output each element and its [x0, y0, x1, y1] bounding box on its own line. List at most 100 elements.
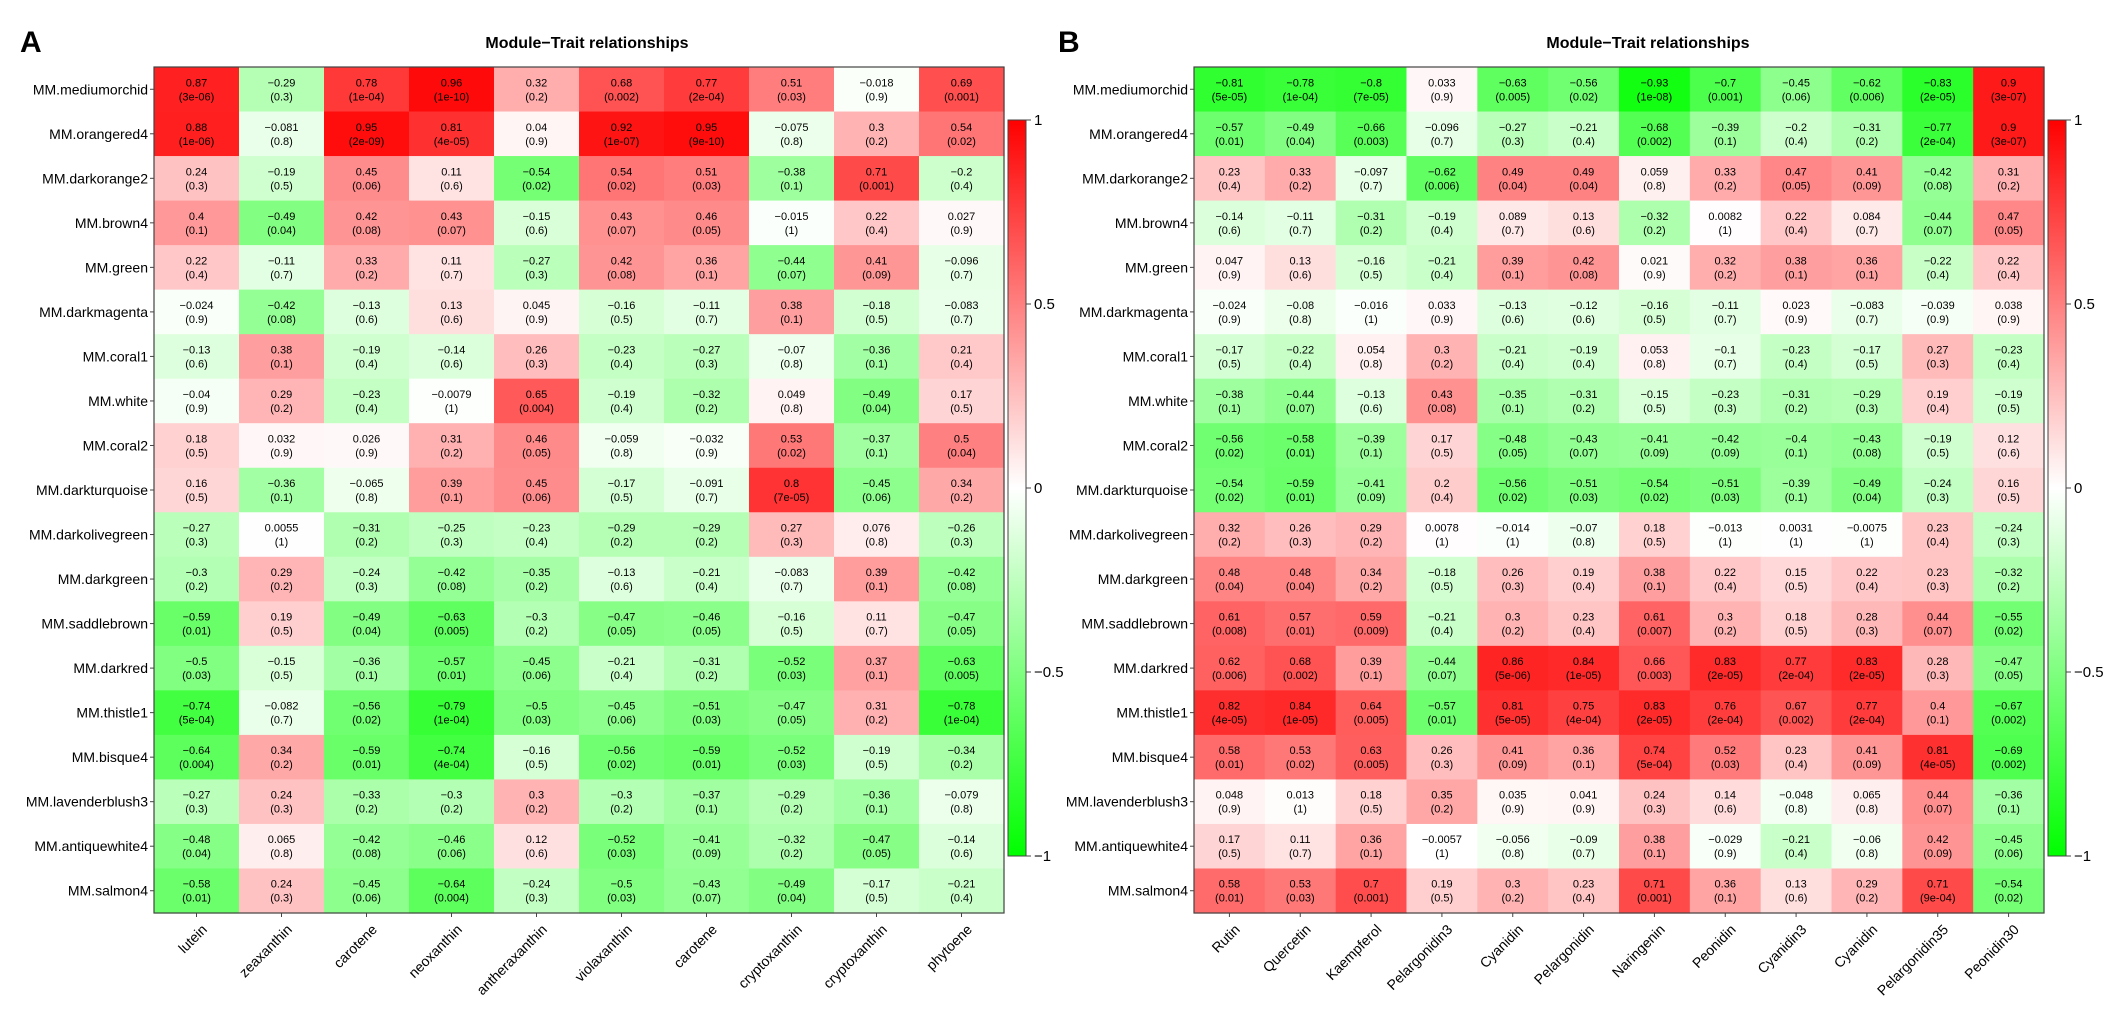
cell-pvalue-label: (0.002) — [1991, 759, 2026, 771]
row-label: MM.darkred — [73, 660, 148, 676]
heatmap-cell — [834, 423, 920, 469]
row-label: MM.darkorange2 — [42, 170, 148, 186]
cell-pvalue-label: (0.04) — [1286, 581, 1315, 593]
heatmap-cell — [1406, 512, 1478, 558]
heatmap-cell — [1264, 868, 1337, 914]
cell-value-label: 0.36 — [696, 255, 717, 267]
cell-pvalue-label: (0.01) — [1215, 136, 1244, 148]
chart-title-b: Module−Trait relationships — [1546, 35, 1749, 52]
cell-pvalue-label: (1e-04) — [1283, 91, 1318, 103]
heatmap-cell — [1194, 601, 1266, 647]
cell-pvalue-label: (1) — [1364, 314, 1377, 326]
cell-value-label: −0.56 — [1570, 77, 1598, 89]
cell-value-label: −0.15 — [523, 211, 551, 223]
row-label: MM.mediumorchid — [33, 81, 148, 97]
cell-value-label: −0.18 — [863, 300, 891, 312]
heatmap-cell — [1194, 245, 1266, 291]
heatmap-cell — [664, 823, 750, 870]
cell-value-label: −0.21 — [1499, 344, 1527, 356]
heatmap-cell — [494, 601, 580, 647]
cell-value-label: 0.39 — [1502, 255, 1523, 267]
cell-value-label: 0.68 — [611, 77, 632, 89]
cell-value-label: 0.36 — [1573, 745, 1594, 757]
cell-value-label: 0.26 — [1431, 745, 1452, 757]
cell-value-label: 0.15 — [1785, 567, 1806, 579]
cell-pvalue-label: (0.01) — [1428, 715, 1457, 727]
cell-pvalue-label: (0.9) — [950, 225, 973, 237]
heatmap-cell — [324, 512, 410, 558]
cell-pvalue-label: (0.09) — [1357, 492, 1386, 504]
heatmap-cell — [1477, 334, 1549, 380]
cell-pvalue-label: (0.4) — [950, 180, 973, 192]
heatmap-cell — [1831, 823, 1903, 870]
cell-pvalue-label: (0.3) — [1431, 759, 1454, 771]
row-label: MM.salmon4 — [1108, 883, 1188, 899]
cell-pvalue-label: (0.2) — [610, 537, 633, 549]
heatmap-cell — [1194, 111, 1266, 157]
heatmap-cell — [579, 111, 665, 157]
cell-value-label: −0.19 — [1924, 433, 1952, 445]
cell-pvalue-label: (0.2) — [1714, 626, 1737, 638]
cell-value-label: −0.78 — [948, 701, 976, 713]
cell-value-label: 0.49 — [1573, 166, 1594, 178]
cell-pvalue-label: (0.7) — [1501, 225, 1524, 237]
cell-value-label: 0.41 — [1502, 745, 1523, 757]
cell-value-label: 0.19 — [271, 612, 292, 624]
heatmap-cell — [154, 512, 240, 558]
heatmap-cell — [749, 289, 835, 335]
cell-value-label: −0.059 — [605, 433, 639, 445]
heatmap-cell — [579, 512, 665, 558]
cell-pvalue-label: (0.5) — [610, 314, 633, 326]
cell-value-label: 0.41 — [866, 255, 887, 267]
heatmap-cell — [1477, 378, 1549, 424]
cell-pvalue-label: (0.1) — [780, 180, 803, 192]
heatmap-cell — [1689, 245, 1762, 291]
cell-value-label: −0.83 — [1924, 77, 1952, 89]
cell-value-label: −0.45 — [523, 656, 551, 668]
cell-pvalue-label: (0.05) — [1782, 180, 1811, 192]
cell-value-label: −0.015 — [775, 211, 809, 223]
cell-value-label: −0.81 — [1215, 77, 1243, 89]
heatmap-cell — [1619, 423, 1691, 469]
cell-value-label: −0.66 — [1357, 122, 1385, 134]
cell-value-label: −0.56 — [1215, 433, 1243, 445]
row-label: MM.brown4 — [75, 215, 148, 231]
heatmap-cell — [1760, 690, 1833, 736]
heatmap-cell — [154, 289, 240, 335]
heatmap-cell — [579, 779, 665, 825]
cell-pvalue-label: (0.2) — [525, 626, 548, 638]
heatmap-cell — [664, 156, 750, 202]
cell-pvalue-label: (0.05) — [862, 848, 891, 860]
cell-pvalue-label: (0.6) — [355, 314, 378, 326]
heatmap-cell — [1194, 423, 1266, 469]
cell-pvalue-label: (0.7) — [950, 314, 973, 326]
heatmap-cell — [919, 690, 1005, 736]
cell-value-label: 0.026 — [353, 433, 381, 445]
heatmap-cell — [1902, 423, 1974, 469]
heatmap-cell — [494, 556, 580, 602]
cell-pvalue-label: (0.2) — [1360, 537, 1383, 549]
cell-value-label: 0.42 — [1573, 255, 1594, 267]
heatmap-cell — [579, 823, 665, 870]
heatmap-cell — [1477, 245, 1549, 291]
heatmap-cell — [1831, 601, 1903, 647]
cell-pvalue-label: (0.08) — [607, 269, 636, 281]
heatmap-cell — [154, 467, 240, 513]
cell-value-label: −0.07 — [778, 344, 806, 356]
row-label: MM.darkmagenta — [39, 304, 148, 320]
heatmap-cell — [239, 690, 325, 736]
cell-value-label: −0.47 — [778, 701, 806, 713]
cell-pvalue-label: (4e-05) — [1212, 715, 1247, 727]
cell-value-label: 0.065 — [268, 834, 296, 846]
cell-value-label: 0.4 — [1930, 701, 1945, 713]
cell-pvalue-label: (0.8) — [610, 447, 633, 459]
heatmap-cell — [579, 67, 665, 113]
heatmap-cell — [494, 467, 580, 513]
cell-value-label: 0.42 — [1927, 834, 1948, 846]
cell-value-label: −0.58 — [1286, 433, 1314, 445]
cell-value-label: −0.16 — [1357, 255, 1385, 267]
cell-pvalue-label: (3e-07) — [1991, 136, 2026, 148]
heatmap-cell — [919, 467, 1005, 513]
heatmap-cell — [664, 200, 750, 246]
cell-value-label: 0.22 — [1785, 211, 1806, 223]
